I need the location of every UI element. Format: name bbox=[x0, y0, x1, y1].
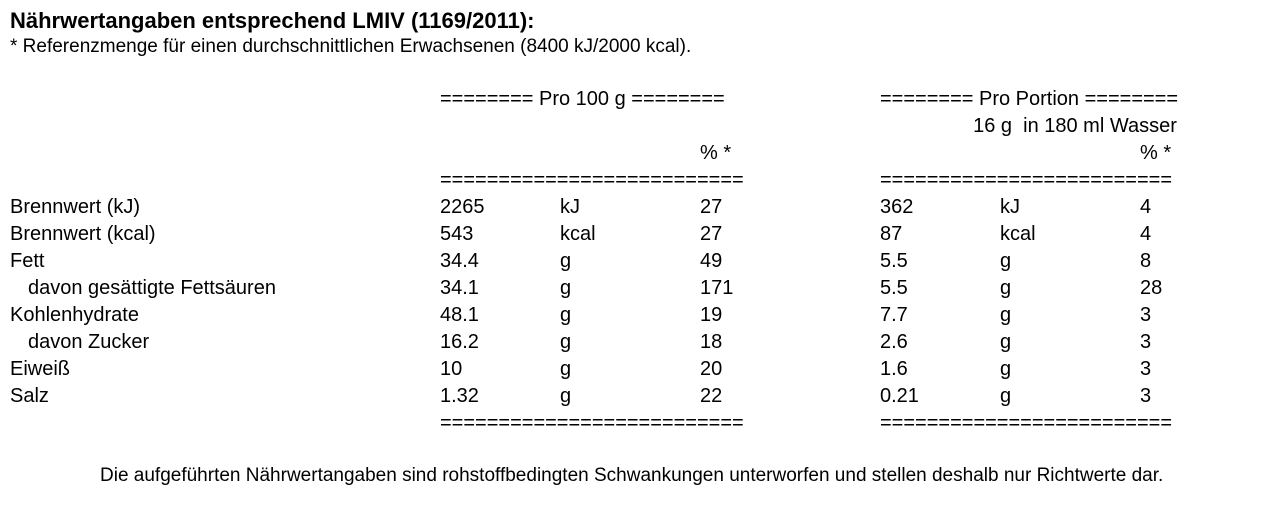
row-pct: 3 bbox=[1140, 302, 1270, 329]
row-unit: g bbox=[560, 329, 700, 356]
page-title: Nährwertangaben entsprechend LMIV (1169/… bbox=[10, 8, 1276, 34]
row-pct: 3 bbox=[1140, 329, 1270, 356]
row-pct: 49 bbox=[700, 248, 850, 275]
row-pct: 19 bbox=[700, 302, 850, 329]
row-unit: g bbox=[1000, 356, 1140, 383]
row-unit: g bbox=[1000, 248, 1140, 275]
nutrition-table: ======== Pro 100 g ======== ======== Pro … bbox=[10, 86, 1276, 437]
row-pct: 27 bbox=[700, 221, 850, 248]
row-value: 5.5 bbox=[880, 248, 1000, 275]
section-header-per100g: ======== Pro 100 g ======== bbox=[440, 86, 850, 113]
row-label: Eiweiß bbox=[10, 356, 440, 383]
section-header-portion: ======== Pro Portion ======== bbox=[880, 86, 1270, 113]
row-unit: kJ bbox=[1000, 194, 1140, 221]
row-unit: g bbox=[1000, 275, 1140, 302]
row-unit: g bbox=[560, 302, 700, 329]
row-pct: 3 bbox=[1140, 356, 1270, 383]
row-pct: 171 bbox=[700, 275, 850, 302]
row-value: 1.32 bbox=[440, 383, 560, 410]
row-value: 7.7 bbox=[880, 302, 1000, 329]
row-value: 0.21 bbox=[880, 383, 1000, 410]
row-value: 543 bbox=[440, 221, 560, 248]
divider-right-bottom: ========================= bbox=[880, 410, 1270, 437]
row-unit: g bbox=[1000, 329, 1140, 356]
row-pct: 20 bbox=[700, 356, 850, 383]
row-unit: g bbox=[560, 248, 700, 275]
row-pct: 18 bbox=[700, 329, 850, 356]
pct-label-right: % * bbox=[1140, 140, 1270, 167]
row-pct: 22 bbox=[700, 383, 850, 410]
row-label: davon gesättigte Fettsäuren bbox=[10, 275, 440, 302]
divider-right-top: ========================= bbox=[880, 167, 1270, 194]
row-value: 10 bbox=[440, 356, 560, 383]
row-pct: 28 bbox=[1140, 275, 1270, 302]
row-unit: kJ bbox=[560, 194, 700, 221]
row-pct: 8 bbox=[1140, 248, 1270, 275]
row-label: Brennwert (kJ) bbox=[10, 194, 440, 221]
row-unit: g bbox=[560, 383, 700, 410]
row-value: 48.1 bbox=[440, 302, 560, 329]
row-unit: kcal bbox=[1000, 221, 1140, 248]
row-label: davon Zucker bbox=[10, 329, 440, 356]
portion-line: 16 g in 180 ml Wasser bbox=[880, 113, 1270, 140]
row-value: 362 bbox=[880, 194, 1000, 221]
row-unit: kcal bbox=[560, 221, 700, 248]
divider-left-bottom: ========================== bbox=[440, 410, 850, 437]
row-value: 5.5 bbox=[880, 275, 1000, 302]
row-pct: 4 bbox=[1140, 221, 1270, 248]
row-unit: g bbox=[560, 275, 700, 302]
divider-left-top: ========================== bbox=[440, 167, 850, 194]
row-value: 34.4 bbox=[440, 248, 560, 275]
row-label: Fett bbox=[10, 248, 440, 275]
pct-label-left: % * bbox=[700, 140, 850, 167]
reference-subtitle: * Referenzmenge für einen durchschnittli… bbox=[10, 36, 1276, 58]
row-unit: g bbox=[1000, 302, 1140, 329]
footnote: Die aufgeführten Nährwertangaben sind ro… bbox=[10, 465, 1276, 487]
row-label: Kohlenhydrate bbox=[10, 302, 440, 329]
row-label: Salz bbox=[10, 383, 440, 410]
row-unit: g bbox=[1000, 383, 1140, 410]
row-label: Brennwert (kcal) bbox=[10, 221, 440, 248]
row-value: 2265 bbox=[440, 194, 560, 221]
row-pct: 27 bbox=[700, 194, 850, 221]
row-pct: 3 bbox=[1140, 383, 1270, 410]
row-value: 1.6 bbox=[880, 356, 1000, 383]
row-value: 2.6 bbox=[880, 329, 1000, 356]
row-unit: g bbox=[560, 356, 700, 383]
row-pct: 4 bbox=[1140, 194, 1270, 221]
row-value: 34.1 bbox=[440, 275, 560, 302]
row-value: 87 bbox=[880, 221, 1000, 248]
row-value: 16.2 bbox=[440, 329, 560, 356]
